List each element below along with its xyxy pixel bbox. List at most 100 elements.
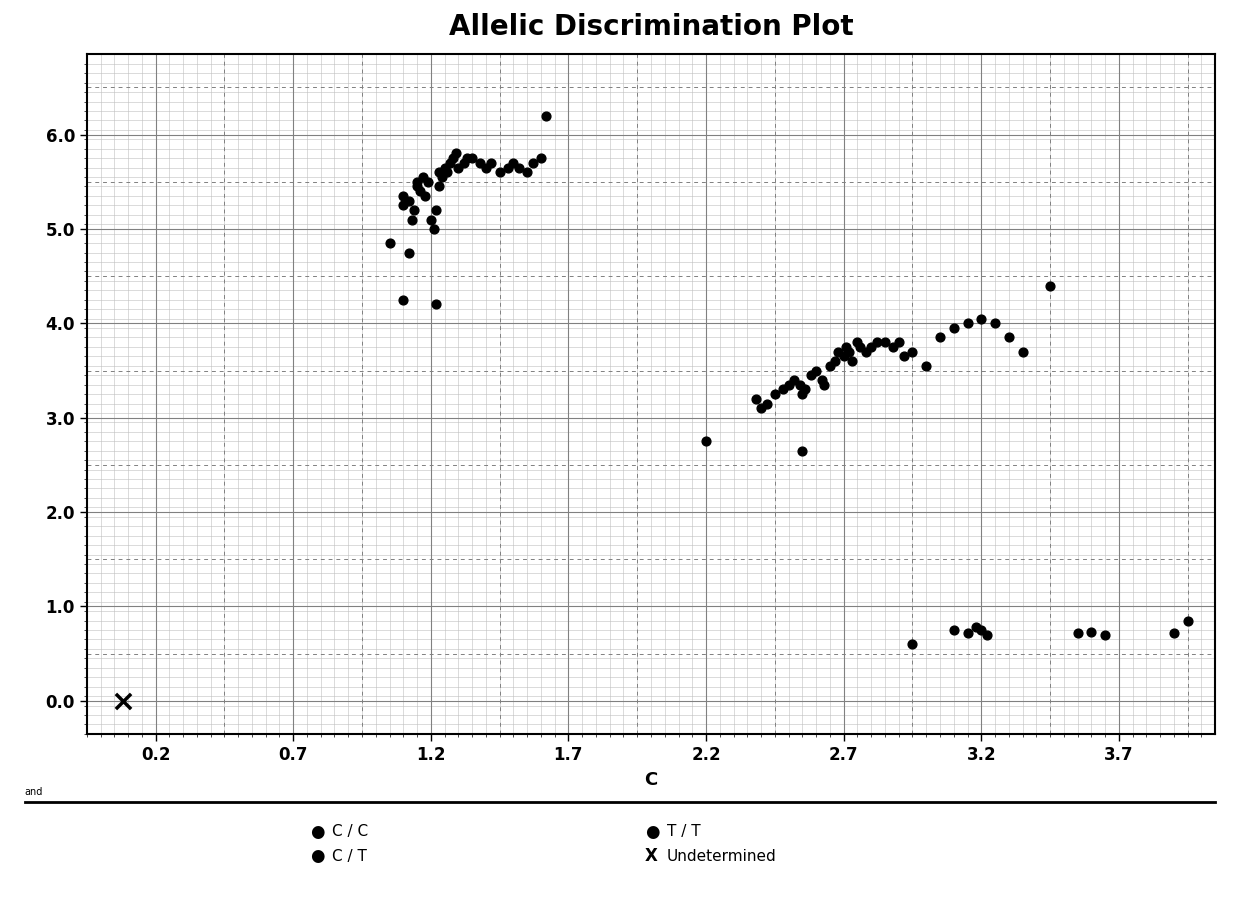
- Point: [847, 335, 867, 350]
- Point: [424, 222, 444, 236]
- Point: [856, 344, 875, 359]
- Point: [779, 378, 799, 392]
- Point: [751, 401, 771, 416]
- Point: [792, 444, 812, 458]
- Point: [774, 382, 794, 397]
- Point: [449, 160, 469, 175]
- Point: [1095, 628, 1115, 642]
- Point: [971, 622, 991, 637]
- Point: [470, 156, 490, 170]
- Point: [427, 203, 446, 217]
- Point: [1040, 278, 1060, 293]
- Point: [839, 344, 859, 359]
- Point: [399, 246, 419, 260]
- Point: [795, 382, 815, 397]
- Point: [435, 160, 455, 175]
- Text: and: and: [25, 787, 43, 797]
- X-axis label: C: C: [645, 771, 657, 788]
- Point: [393, 293, 413, 307]
- Point: [966, 620, 986, 634]
- Point: [490, 165, 510, 179]
- Point: [784, 372, 804, 387]
- Point: [427, 297, 446, 312]
- Point: [815, 378, 835, 392]
- Point: [971, 312, 991, 326]
- Point: [407, 179, 427, 194]
- Point: [410, 184, 430, 198]
- Point: [867, 335, 887, 350]
- Point: [999, 331, 1019, 345]
- Text: ●: ●: [645, 823, 660, 841]
- Point: [476, 160, 496, 175]
- Point: [756, 396, 776, 410]
- Point: [420, 212, 440, 226]
- Point: [875, 335, 895, 350]
- Point: [851, 340, 870, 354]
- Point: [537, 109, 557, 123]
- Point: [454, 156, 474, 170]
- Point: [944, 321, 963, 335]
- Point: [820, 359, 839, 373]
- Point: [481, 156, 501, 170]
- Point: [944, 622, 963, 637]
- Point: [463, 151, 482, 166]
- Point: [432, 169, 451, 184]
- Point: [404, 203, 424, 217]
- Point: [393, 198, 413, 213]
- Text: Undetermined: Undetermined: [667, 849, 777, 863]
- Point: [916, 359, 936, 373]
- Point: [1081, 625, 1101, 640]
- Point: [801, 368, 821, 382]
- Point: [438, 165, 458, 179]
- Point: [443, 151, 463, 166]
- Title: Allelic Discrimination Plot: Allelic Discrimination Plot: [449, 13, 853, 41]
- Text: ●: ●: [310, 847, 325, 865]
- Point: [402, 212, 422, 226]
- Point: [903, 344, 923, 359]
- Point: [812, 372, 832, 387]
- Point: [517, 165, 537, 179]
- Text: C / C: C / C: [332, 824, 368, 839]
- Point: [1068, 626, 1087, 641]
- Point: [889, 335, 909, 350]
- Point: [418, 175, 438, 189]
- Point: [113, 694, 133, 708]
- Point: [903, 637, 923, 651]
- Point: [429, 179, 449, 194]
- Point: [440, 156, 460, 170]
- Point: [828, 344, 848, 359]
- Point: [393, 188, 413, 203]
- Point: [399, 193, 419, 207]
- Point: [985, 316, 1004, 331]
- Point: [837, 340, 857, 354]
- Point: [862, 340, 882, 354]
- Point: [407, 175, 427, 189]
- Point: [765, 387, 785, 401]
- Point: [1178, 613, 1198, 628]
- Point: [1164, 626, 1184, 641]
- Point: [826, 354, 846, 369]
- Point: [531, 151, 551, 166]
- Point: [413, 169, 433, 184]
- Point: [508, 160, 528, 175]
- Point: [445, 146, 465, 160]
- Point: [894, 349, 914, 363]
- Point: [498, 160, 518, 175]
- Point: [883, 340, 903, 354]
- Point: [415, 188, 435, 203]
- Point: [456, 151, 476, 166]
- Point: [833, 349, 853, 363]
- Point: [523, 156, 543, 170]
- Point: [379, 236, 399, 250]
- Text: C / T: C / T: [332, 849, 367, 863]
- Point: [842, 354, 862, 369]
- Point: [696, 434, 715, 448]
- Point: [790, 378, 810, 392]
- Text: ●: ●: [310, 823, 325, 841]
- Point: [957, 626, 977, 641]
- Point: [429, 165, 449, 179]
- Point: [503, 156, 523, 170]
- Point: [957, 316, 977, 331]
- Text: T / T: T / T: [667, 824, 701, 839]
- Point: [806, 363, 826, 378]
